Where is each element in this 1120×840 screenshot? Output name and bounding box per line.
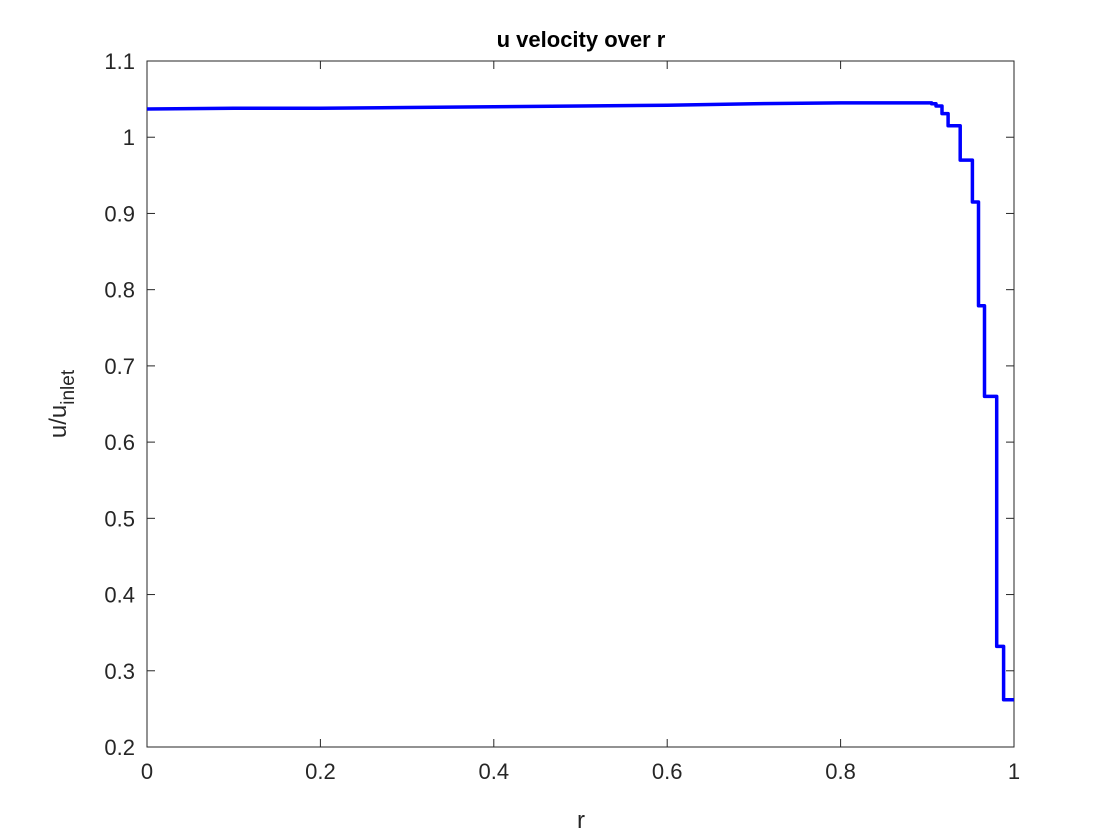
x-tick-label: 0.8 xyxy=(825,759,856,784)
y-tick-label: 0.6 xyxy=(104,430,135,455)
y-tick-label: 0.7 xyxy=(104,354,135,379)
chart-title: u velocity over r xyxy=(497,27,666,52)
x-tick-label: 0.6 xyxy=(652,759,683,784)
y-tick-label: 0.5 xyxy=(104,506,135,531)
y-tick-label: 0.3 xyxy=(104,659,135,684)
x-tick-label: 0.4 xyxy=(479,759,510,784)
y-tick-label: 1 xyxy=(123,125,135,150)
series-line xyxy=(146,101,1014,702)
y-tick-label: 1.1 xyxy=(104,49,135,74)
x-tick-label: 0 xyxy=(141,759,153,784)
y-axis-label-subscript: inlet xyxy=(58,369,79,405)
y-tick-label: 0.4 xyxy=(104,583,135,608)
y-axis-label-base: u/u xyxy=(45,405,72,438)
y-axis-label: u/uinlet xyxy=(45,369,79,438)
x-tick-label: 1 xyxy=(1008,759,1020,784)
x-axis-label: r xyxy=(577,807,585,834)
tick-labels: 0 0.2 0.4 0.6 0.8 10.20.30.40.50.60.70.80.911… xyxy=(104,49,1020,784)
y-tick-label: 0.8 xyxy=(104,278,135,303)
y-tick-label: 0.2 xyxy=(104,735,135,760)
y-tick-label: 0.9 xyxy=(104,201,135,226)
plot-area xyxy=(146,60,1015,748)
axis-ticks xyxy=(146,60,1015,748)
x-tick-label: 0.2 xyxy=(305,759,336,784)
